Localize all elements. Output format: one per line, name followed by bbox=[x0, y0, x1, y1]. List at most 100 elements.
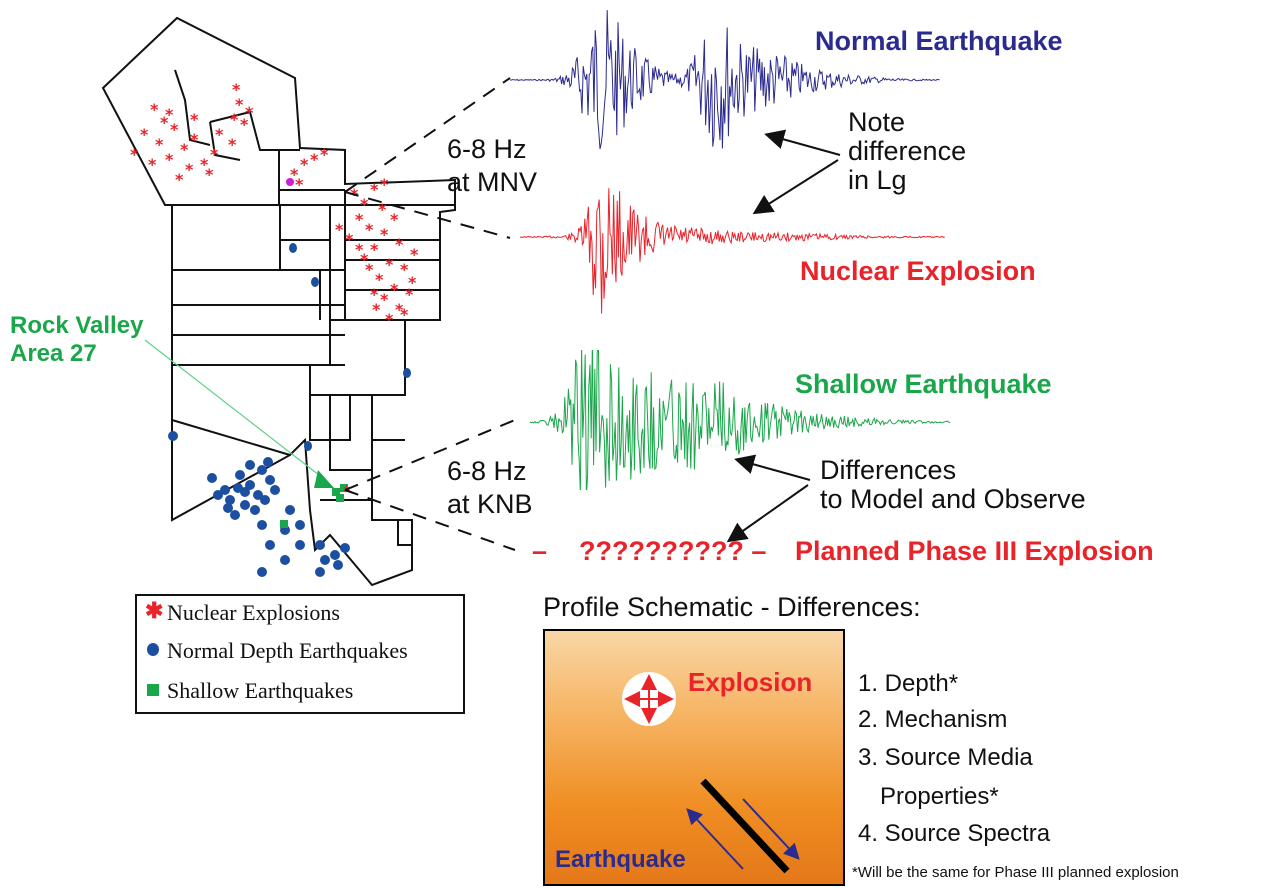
filter-label-bottom: 6-8 Hz at KNB bbox=[447, 455, 533, 521]
filter-bottom-line2: at KNB bbox=[447, 489, 533, 519]
planned-question-marks: ?????????? – bbox=[579, 536, 767, 566]
svg-text:*: * bbox=[370, 180, 379, 199]
fault-line bbox=[700, 778, 790, 874]
shallow-earthquake-label: Shallow Earthquake bbox=[795, 369, 1052, 399]
svg-text:*: * bbox=[228, 135, 237, 154]
svg-text:*: * bbox=[165, 105, 174, 124]
svg-text:*: * bbox=[335, 220, 344, 239]
svg-text:*: * bbox=[360, 195, 369, 214]
svg-text:*: * bbox=[205, 165, 214, 184]
svg-text:*: * bbox=[310, 150, 319, 169]
shallow-earthquake-waveform bbox=[529, 350, 951, 490]
svg-text:*: * bbox=[232, 80, 241, 99]
svg-text:*: * bbox=[148, 155, 157, 174]
note-annotation: Note difference in Lg bbox=[848, 108, 966, 195]
svg-text:*: * bbox=[375, 270, 384, 289]
site-label-line2: Area 27 bbox=[10, 340, 97, 367]
svg-text:*: * bbox=[190, 110, 199, 129]
nuclear-explosion-markers: *** ** * * ** *** *** *** *** ** * ** * ** *… bbox=[130, 80, 419, 329]
svg-text:*: * bbox=[365, 220, 374, 239]
svg-text:*: * bbox=[190, 130, 199, 149]
svg-text:*: * bbox=[155, 135, 164, 154]
note-line1: Note bbox=[848, 107, 906, 137]
waveforms bbox=[509, 10, 945, 314]
site-label-line1: Rock Valley bbox=[10, 312, 144, 339]
svg-text:*: * bbox=[165, 150, 174, 169]
svg-text:*: * bbox=[130, 145, 139, 164]
diff-item-source-spectra: 4. Source Spectra bbox=[858, 820, 1051, 847]
filter-top-line2: at MNV bbox=[447, 167, 538, 197]
profile-footnote: *Will be the same for Phase III planned … bbox=[852, 864, 1179, 881]
svg-text:*: * bbox=[320, 145, 329, 164]
svg-text:*: * bbox=[160, 113, 169, 132]
svg-text:*: * bbox=[385, 310, 394, 329]
normal-earthquake-label: Normal Earthquake bbox=[815, 26, 1063, 56]
earthquake-label: Earthquake bbox=[555, 846, 686, 873]
profile-title: Profile Schematic - Differences: bbox=[543, 592, 921, 622]
planned-dash-left: – bbox=[532, 536, 548, 566]
fault-slip-down bbox=[742, 798, 800, 860]
svg-text:*: * bbox=[370, 240, 379, 259]
waveform-shallow-svg bbox=[529, 350, 951, 490]
svg-text:*: * bbox=[355, 240, 364, 259]
svg-text:*: * bbox=[345, 230, 354, 249]
svg-text:*: * bbox=[245, 103, 254, 122]
nuclear-explosion-label: Nuclear Explosion bbox=[800, 256, 1036, 286]
svg-text:*: * bbox=[240, 115, 249, 134]
svg-text:*: * bbox=[378, 200, 387, 219]
svg-text:*: * bbox=[200, 155, 209, 174]
svg-text:*: * bbox=[140, 125, 149, 144]
differences-annotation: Differences to Model and Observe bbox=[820, 456, 1086, 514]
svg-text:*: * bbox=[150, 100, 159, 119]
site-pointer-line bbox=[144, 339, 329, 483]
svg-text:*: * bbox=[380, 290, 389, 309]
nevada-test-site-map: *** ** * * ** *** *** *** *** ** * ** * ** *… bbox=[101, 16, 516, 587]
svg-text:*: * bbox=[395, 300, 404, 319]
svg-text:*: * bbox=[215, 125, 224, 144]
diff-item-properties: Properties* bbox=[880, 783, 999, 810]
differences-line1: Differences bbox=[820, 455, 957, 485]
svg-text:*: * bbox=[390, 210, 399, 229]
diff-item-depth: 1. Depth* bbox=[858, 670, 959, 697]
svg-text:*: * bbox=[400, 305, 409, 324]
profile-schematic-box: Explosion Earthquake bbox=[543, 629, 845, 886]
note-line3: in Lg bbox=[848, 165, 907, 195]
site-pointer-arrow bbox=[314, 470, 334, 488]
svg-text:*: * bbox=[400, 260, 409, 279]
svg-text:*: * bbox=[355, 210, 364, 229]
legend: ✱ Nuclear Explosions Normal Depth Earthq… bbox=[135, 594, 465, 714]
svg-text:*: * bbox=[410, 245, 419, 264]
site-label: Rock Valley Area 27 bbox=[10, 312, 143, 368]
profile-graphics bbox=[622, 672, 800, 874]
note-line2: difference bbox=[848, 136, 967, 166]
filter-label-top: 6-8 Hz at MNV bbox=[447, 133, 537, 199]
svg-text:*: * bbox=[380, 175, 389, 194]
svg-text:*: * bbox=[405, 285, 414, 304]
explosion-label: Explosion bbox=[688, 667, 813, 697]
filter-top-line1: 6-8 Hz bbox=[447, 134, 527, 164]
legend-nuclear-label: Nuclear Explosions bbox=[167, 600, 340, 625]
svg-text:*: * bbox=[185, 160, 194, 179]
diff-item-source-media: 3. Source Media bbox=[858, 744, 1033, 771]
svg-text:*: * bbox=[295, 175, 304, 194]
projection-lines bbox=[344, 77, 516, 551]
differences-line2: to Model and Observe bbox=[820, 484, 1086, 514]
normal-depth-earthquake-markers bbox=[168, 243, 411, 577]
svg-text:*: * bbox=[210, 145, 219, 164]
svg-text:*: * bbox=[175, 170, 184, 189]
knb-explosion-marker: * bbox=[343, 484, 351, 500]
svg-text:*: * bbox=[365, 260, 374, 279]
svg-text:*: * bbox=[370, 285, 379, 304]
shallow-earthquake-markers bbox=[280, 484, 348, 528]
svg-text:*: * bbox=[380, 225, 389, 244]
svg-text:*: * bbox=[170, 120, 179, 139]
fault-slip-up bbox=[686, 808, 744, 870]
legend-shallow-label: Shallow Earthquakes bbox=[167, 678, 354, 703]
diff-item-mechanism: 2. Mechanism bbox=[858, 706, 1008, 733]
svg-text:*: * bbox=[230, 110, 239, 129]
map-outline bbox=[101, 16, 456, 587]
svg-text:*: * bbox=[235, 95, 244, 114]
svg-text:*: * bbox=[300, 155, 309, 174]
svg-text:*: * bbox=[408, 273, 417, 292]
svg-text:*: * bbox=[360, 250, 369, 269]
